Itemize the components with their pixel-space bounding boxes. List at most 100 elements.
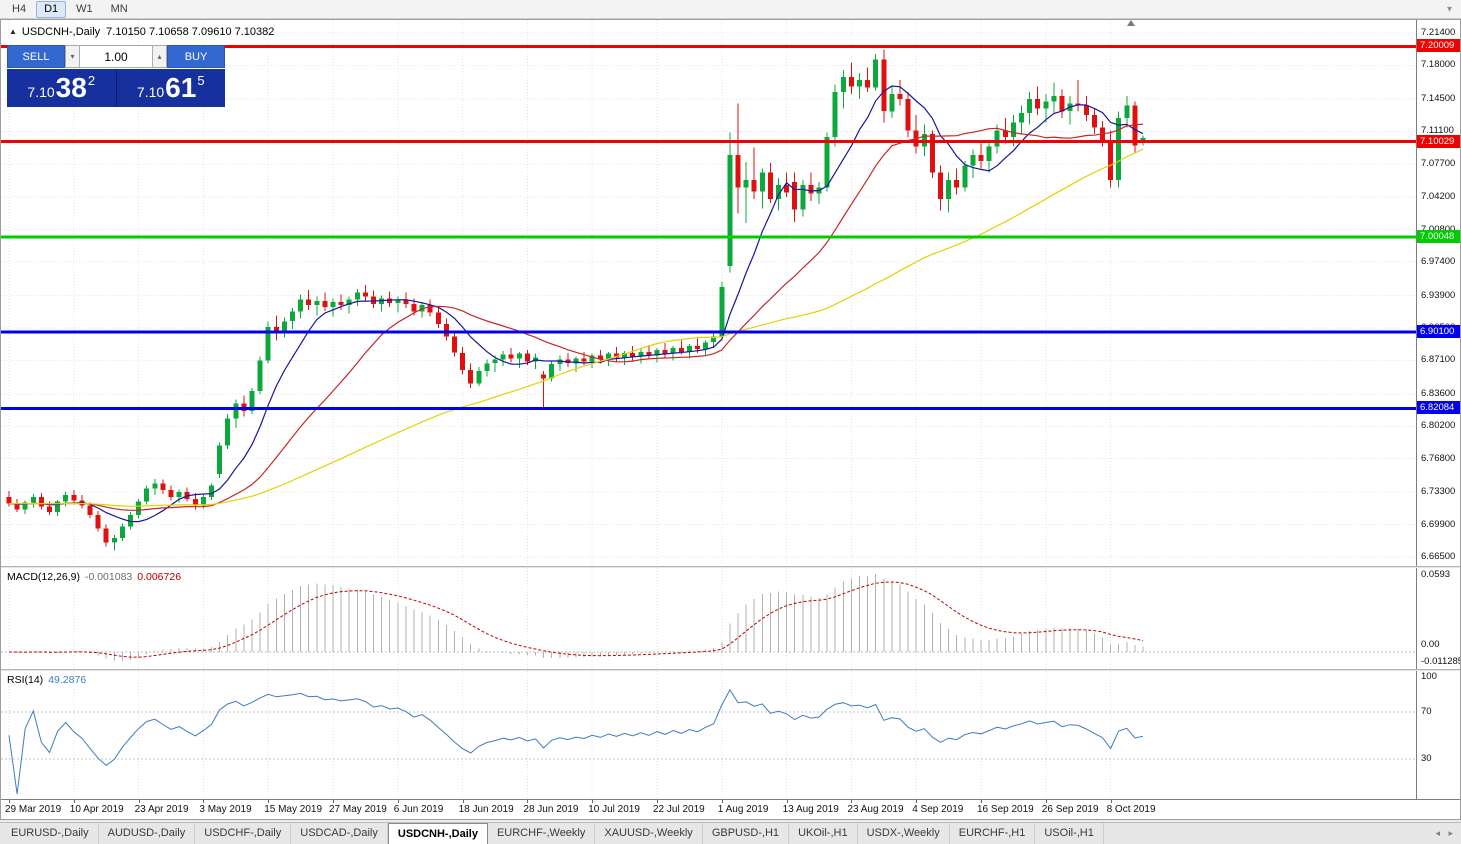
- time-tick: [592, 800, 594, 803]
- time-label: 16 Sep 2019: [977, 804, 1034, 815]
- chart-tab-eurchf-h1[interactable]: EURCHF-,H1: [950, 823, 1036, 844]
- macd-canvas[interactable]: [1, 568, 1416, 669]
- price-tick-label: 6.97400: [1421, 256, 1456, 268]
- time-tick: [73, 800, 75, 803]
- chart-tabs-bar: EURUSD-,Daily AUDUSD-,Daily USDCHF-,Daily U…: [0, 822, 1461, 844]
- chart-tab-usdchf-daily[interactable]: USDCHF-,Daily: [195, 823, 292, 844]
- time-label: 15 May 2019: [264, 804, 323, 815]
- timeframe-d1[interactable]: D1: [36, 0, 67, 18]
- timeframe-w1[interactable]: W1: [68, 1, 101, 18]
- time-tick: [9, 800, 10, 803]
- time-label: 18 Jun 2019: [458, 804, 514, 815]
- time-tick: [268, 800, 270, 803]
- chart-tab-usdcad-daily[interactable]: USDCAD-,Daily: [291, 823, 388, 844]
- buy-price-prefix: 7.10: [136, 84, 165, 100]
- rsi-tick-label: 30: [1421, 752, 1432, 764]
- chart-tab-eurchf-weekly[interactable]: EURCHF-,Weekly: [488, 823, 596, 844]
- chart-tab-audusd-daily[interactable]: AUDUSD-,Daily: [99, 823, 196, 844]
- chart-tab-gbpusd-h1[interactable]: GBPUSD-,H1: [703, 823, 790, 844]
- price-tick-label: 6.80200: [1421, 420, 1456, 432]
- price-tick-label: 6.66500: [1421, 551, 1456, 562]
- price-tick-label: 6.87100: [1421, 354, 1456, 366]
- price-chart-canvas[interactable]: [1, 20, 1416, 566]
- time-label: 23 Aug 2019: [847, 804, 904, 815]
- buy-price-sup: 5: [197, 72, 205, 88]
- rsi-canvas[interactable]: [1, 671, 1416, 799]
- time-label: 3 May 2019: [199, 804, 252, 815]
- price-line-badge: 7.10029: [1417, 134, 1460, 148]
- sell-price-prefix: 7.10: [27, 84, 55, 100]
- macd-name: MACD(12,26,9): [7, 571, 80, 583]
- pane-splitter[interactable]: [1, 566, 1460, 568]
- macd-pane: 0.0593 0.00 -0.011285 MACD(12,26,9) -0.0010…: [1, 568, 1460, 669]
- price-tick-label: 7.00800: [1421, 224, 1455, 235]
- macd-tick-label: 0.0593: [1421, 569, 1451, 580]
- chart-tab-usoil-h1[interactable]: USOil-,H1: [1035, 823, 1104, 844]
- price-tick-label: 6.73300: [1421, 486, 1456, 498]
- volume-decrease-button[interactable]: ▾: [65, 45, 80, 68]
- price-pane: 7.21400 7.18000 7.14500 7.11100 7.07700 7.042…: [1, 20, 1460, 566]
- chart-shift-marker: [1127, 20, 1135, 26]
- toolbar-overflow-icon[interactable]: ▾: [1446, 3, 1452, 15]
- macd-main-value: -0.001083: [84, 571, 133, 583]
- rsi-value: 49.2876: [48, 674, 87, 686]
- macd-tick-label: -0.011285: [1421, 656, 1460, 667]
- chart-tab-usdx-weekly[interactable]: USDX-,Weekly: [858, 823, 950, 844]
- price-axis[interactable]: 7.21400 7.18000 7.14500 7.11100 7.07700 7.042…: [1416, 20, 1460, 566]
- rsi-tick-label: 100: [1421, 671, 1437, 682]
- time-label: 29 Mar 2019: [5, 804, 62, 815]
- sell-price-sup: 2: [87, 72, 96, 88]
- price-tick-label: 7.14500: [1421, 92, 1456, 104]
- buy-price-big: 61: [165, 72, 197, 103]
- time-label: 10 Apr 2019: [69, 804, 124, 815]
- time-tick: [397, 800, 399, 803]
- timeframe-h4[interactable]: H4: [4, 1, 34, 18]
- time-axis[interactable]: 29 Mar 2019 10 Apr 2019 23 Apr 2019 3 May 2…: [1, 799, 1460, 819]
- price-line-badge: 6.90100: [1417, 324, 1460, 338]
- time-label: 28 Jun 2019: [523, 804, 579, 815]
- timeframe-buttons: H4 D1 W1 MN: [4, 0, 138, 18]
- time-label: 13 Aug 2019: [782, 804, 839, 815]
- price-tick-label: 6.93900: [1421, 289, 1456, 301]
- price-tick-label: 6.83600: [1421, 387, 1456, 399]
- sell-price-display[interactable]: 7.10 38 2: [7, 69, 116, 107]
- price-tick-label: 7.07700: [1421, 157, 1456, 169]
- buy-price-display[interactable]: 7.10 61 5: [117, 69, 226, 107]
- time-tick: [1110, 800, 1112, 803]
- time-label: 6 Jun 2019: [393, 804, 444, 815]
- sell-button[interactable]: SELL: [7, 45, 65, 68]
- time-label: 10 Jul 2019: [588, 804, 640, 815]
- chart-window: 7.21400 7.18000 7.14500 7.11100 7.07700 7.042…: [0, 19, 1461, 820]
- macd-axis: 0.0593 0.00 -0.011285: [1416, 568, 1460, 669]
- chart-tab-usdcnh-daily[interactable]: USDCNH-,Daily: [387, 823, 488, 844]
- price-line-badge: 6.82084: [1417, 401, 1460, 415]
- price-tick-label: 6.69900: [1421, 518, 1456, 530]
- one-click-controls: SELL ▾ ▴ BUY: [7, 45, 225, 68]
- volume-increase-button[interactable]: ▴: [152, 45, 167, 68]
- chart-symbol-label: USDCNH-,Daily: [21, 26, 101, 38]
- one-click-prices: 7.10 38 2 7.10 61 5: [7, 69, 225, 107]
- chart-tab-eurusd-daily[interactable]: EURUSD-,Daily: [2, 823, 99, 844]
- volume-input[interactable]: [80, 45, 152, 68]
- buy-button[interactable]: BUY: [167, 45, 225, 68]
- time-label: 26 Sep 2019: [1041, 804, 1099, 815]
- time-tick: [1045, 800, 1047, 803]
- rsi-tick-label: 70: [1421, 705, 1432, 717]
- chart-tab-ukoil-h1[interactable]: UKOil-,H1: [789, 823, 858, 844]
- time-tick: [916, 800, 918, 803]
- tab-scroll-arrows[interactable]: ◂ ▸: [1435, 828, 1456, 838]
- time-label: 27 May 2019: [329, 804, 387, 815]
- chart-tab-xauusd-weekly[interactable]: XAUUSD-,Weekly: [595, 823, 703, 844]
- price-tick-label: 7.04200: [1421, 191, 1456, 203]
- one-click-trading-panel: SELL ▾ ▴ BUY 7.10 38 2 7.10 61: [7, 45, 225, 107]
- pane-splitter[interactable]: [1, 669, 1460, 671]
- macd-signal-value: 0.006726: [137, 571, 182, 583]
- time-label: 1 Aug 2019: [717, 804, 769, 815]
- chart-ohlc-values: 7.10150 7.10658 7.09610 7.10382: [106, 26, 275, 38]
- time-label: 4 Sep 2019: [912, 804, 964, 815]
- timeframe-mn[interactable]: MN: [103, 1, 136, 18]
- time-tick: [138, 800, 140, 803]
- macd-label: MACD(12,26,9) -0.001083 0.006726: [7, 571, 181, 583]
- one-click-collapse-icon[interactable]: ▲: [9, 27, 17, 36]
